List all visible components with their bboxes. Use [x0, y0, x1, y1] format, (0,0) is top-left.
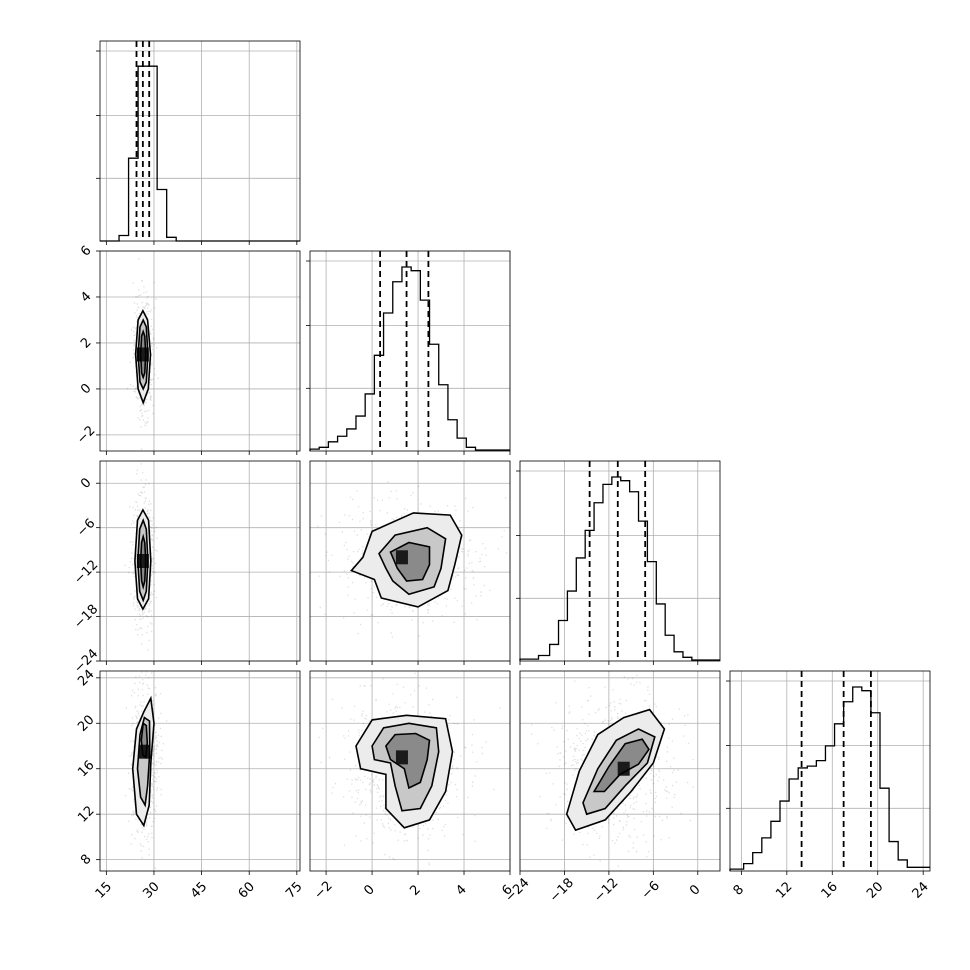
contour-line-2: [139, 533, 147, 590]
x-tick-label: 16: [819, 879, 841, 901]
contour-line-1: [137, 318, 149, 391]
y-tick-label: 0: [78, 475, 94, 491]
x-tick-label: 20: [864, 879, 886, 901]
density-peak: [395, 750, 408, 765]
x-tick-label: 2: [407, 882, 423, 898]
panel-frame: [309, 460, 511, 662]
histogram-2: [519, 476, 720, 661]
hist-panel-2: [516, 460, 721, 665]
x-tick-label: 12: [773, 879, 795, 901]
x-tick-label: 75: [283, 879, 305, 901]
x-tick-label: −24: [503, 876, 533, 906]
panel-frame: [729, 670, 931, 872]
contour-line-2: [140, 721, 149, 759]
y-tick-label: 16: [75, 758, 97, 780]
contour-line-2: [592, 738, 650, 793]
pair-panel-2-0: [96, 460, 301, 665]
x-tick-label: 45: [188, 879, 210, 901]
y-tick-label: 12: [75, 803, 97, 825]
x-tick-label: 60: [236, 879, 258, 901]
y-tick-label: 20: [75, 712, 97, 734]
contour-line-0: [355, 714, 454, 829]
panel-frame: [99, 40, 301, 242]
x-tick-label: 0: [361, 882, 377, 898]
contour-line-0: [131, 695, 155, 828]
x-tick-label: 4: [453, 882, 469, 898]
contour-line-0: [565, 708, 666, 832]
pair-content: [124, 671, 168, 869]
pair-content: [126, 258, 159, 450]
panel-frame: [99, 670, 301, 872]
y-tick-label: −2: [74, 423, 98, 447]
pair-panel-2-1: [309, 460, 511, 665]
x-tick-label: 15: [93, 879, 115, 901]
x-tick-label: 30: [140, 879, 162, 901]
contour-line-1: [582, 728, 656, 816]
contour-line-2: [385, 732, 431, 790]
y-tick-label: −18: [71, 602, 101, 632]
density-peak: [395, 550, 408, 565]
x-tick-label: −18: [547, 876, 577, 906]
y-tick-label: −6: [74, 516, 98, 540]
hist-panel-3: [726, 670, 931, 875]
contour-line-1: [378, 526, 447, 596]
pair-content: [318, 672, 501, 866]
contour-line-0: [134, 309, 152, 406]
contour-line-0: [350, 512, 463, 608]
contour-line-2: [389, 541, 431, 582]
pair-panel-1-0: [96, 250, 301, 455]
x-tick-label: 24: [910, 879, 932, 901]
y-tick-label: 6: [78, 243, 94, 259]
histogram-0: [100, 65, 300, 242]
x-tick-label: 8: [731, 882, 747, 898]
pair-content: [124, 463, 158, 651]
pair-content: [317, 481, 510, 638]
pair-panel-3-2: [519, 670, 721, 875]
hist-panel-1: [306, 250, 511, 455]
contour-line-0: [134, 508, 152, 611]
contour-line-1: [136, 716, 151, 808]
panel-frame: [519, 670, 721, 872]
panel-frame: [309, 250, 511, 452]
panel-frame: [99, 460, 301, 662]
histogram-3: [729, 686, 930, 871]
y-tick-label: 0: [78, 381, 94, 397]
contour-line-1: [136, 518, 149, 603]
y-tick-label: −12: [71, 557, 101, 587]
pair-content: [531, 674, 694, 871]
histogram-1: [309, 266, 510, 451]
y-tick-label: 8: [78, 852, 94, 868]
panel-frame: [309, 670, 511, 872]
panel-frame: [99, 250, 301, 452]
x-tick-label: −2: [312, 878, 336, 902]
contour-line-2: [139, 329, 147, 380]
x-tick-label: −6: [639, 878, 663, 902]
density-peak: [617, 761, 630, 776]
pair-panel-3-0: [96, 670, 301, 875]
pair-panel-3-1: [309, 670, 511, 875]
contour-line-1: [371, 722, 440, 812]
y-tick-label: 2: [78, 335, 94, 351]
x-tick-label: −12: [591, 876, 621, 906]
y-tick-label: 4: [78, 289, 94, 305]
hist-panel-0: [96, 40, 301, 245]
panel-frame: [519, 460, 721, 662]
x-tick-label: 0: [687, 882, 703, 898]
